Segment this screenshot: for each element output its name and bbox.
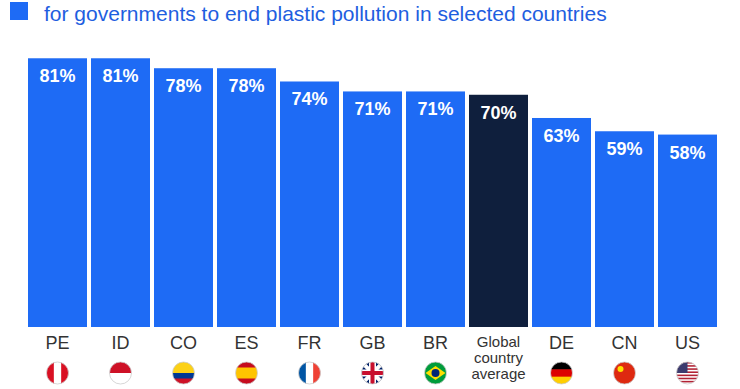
category-label: CN bbox=[612, 333, 638, 353]
bar bbox=[28, 58, 87, 327]
flag-icon bbox=[173, 362, 195, 385]
flag-outline bbox=[173, 362, 195, 384]
flag-stripe bbox=[299, 362, 307, 384]
category-label-line: country bbox=[474, 349, 524, 366]
flag-icon bbox=[299, 362, 322, 384]
category-label: US bbox=[675, 333, 700, 353]
data-label: 81% bbox=[39, 66, 75, 86]
bar bbox=[343, 91, 402, 327]
chart: for governments to end plastic pollution… bbox=[0, 0, 740, 389]
flag-bg bbox=[614, 362, 636, 384]
category-label: PE bbox=[45, 333, 69, 353]
flag-stripe bbox=[306, 362, 314, 384]
flag-stripe bbox=[236, 373, 258, 379]
flag-saltire bbox=[362, 362, 384, 384]
data-label: 59% bbox=[606, 139, 642, 159]
bar bbox=[280, 81, 339, 327]
category-label: GB bbox=[359, 333, 385, 353]
flag-icon bbox=[551, 362, 573, 385]
flag-star bbox=[618, 366, 624, 372]
labels: 81% PE 81% ID 78% CO 78% ES 74% FR 71% GB 71% BR 70% Gl… bbox=[39, 66, 705, 382]
data-label: 71% bbox=[354, 99, 390, 119]
flag-stripe bbox=[173, 368, 195, 374]
flag-bg bbox=[425, 362, 447, 384]
flag-stripe bbox=[677, 375, 699, 377]
category-label: Globalcountryaverage bbox=[471, 333, 525, 382]
flag-stripe bbox=[551, 369, 573, 377]
bars bbox=[28, 58, 717, 327]
category-label: ES bbox=[234, 333, 258, 353]
flag-stripe bbox=[47, 362, 55, 384]
flag-bg bbox=[362, 362, 384, 384]
data-label: 71% bbox=[417, 99, 453, 119]
flag-outline bbox=[425, 362, 447, 384]
flag-outline bbox=[110, 362, 132, 384]
bar bbox=[532, 118, 591, 327]
title-marker bbox=[10, 2, 28, 20]
data-label: 81% bbox=[102, 66, 138, 86]
flag-outline bbox=[47, 362, 69, 384]
bar bbox=[91, 58, 150, 327]
bar bbox=[595, 131, 654, 327]
flag-outline bbox=[551, 362, 573, 384]
category-label: CO bbox=[170, 333, 197, 353]
category-label: BR bbox=[423, 333, 448, 353]
flag-globe bbox=[432, 369, 440, 377]
bar bbox=[658, 135, 717, 327]
flag-outline bbox=[236, 362, 258, 384]
flag-stripe bbox=[54, 362, 62, 384]
flag-diamond bbox=[426, 366, 446, 380]
flag-outline bbox=[362, 362, 384, 384]
flag-stripe bbox=[236, 368, 258, 374]
category-label: FR bbox=[298, 333, 322, 353]
flag-icon bbox=[362, 362, 384, 384]
data-label: 78% bbox=[165, 76, 201, 96]
flag-icon bbox=[47, 362, 70, 384]
data-label: 63% bbox=[543, 126, 579, 146]
flag-stripe bbox=[551, 362, 573, 370]
flags bbox=[47, 362, 699, 385]
bar bbox=[469, 95, 528, 327]
data-label: 58% bbox=[669, 143, 705, 163]
chart-root: for governments to end plastic pollution… bbox=[0, 0, 740, 389]
flag-stripe bbox=[677, 378, 699, 380]
category-label-line: average bbox=[471, 365, 525, 382]
flag-icon bbox=[425, 362, 447, 384]
flag-icon bbox=[614, 362, 636, 384]
data-label: 78% bbox=[228, 76, 264, 96]
flag-stripe bbox=[110, 362, 132, 374]
flag-cross bbox=[371, 362, 375, 384]
flag-icon bbox=[236, 362, 258, 385]
category-label: ID bbox=[112, 333, 130, 353]
category-label-line: Global bbox=[477, 333, 520, 350]
category-label: DE bbox=[549, 333, 574, 353]
data-label: 74% bbox=[291, 89, 327, 109]
flag-outline bbox=[677, 362, 699, 384]
flag-icon bbox=[110, 362, 132, 385]
flag-outline bbox=[299, 362, 321, 384]
data-label: 70% bbox=[480, 103, 516, 123]
bar bbox=[406, 91, 465, 327]
flag-stripe bbox=[173, 373, 195, 379]
bar bbox=[217, 68, 276, 327]
flag-outline bbox=[614, 362, 636, 384]
flag-stripe bbox=[110, 373, 132, 385]
bar bbox=[154, 68, 213, 327]
title: for governments to end plastic pollution… bbox=[44, 2, 607, 25]
